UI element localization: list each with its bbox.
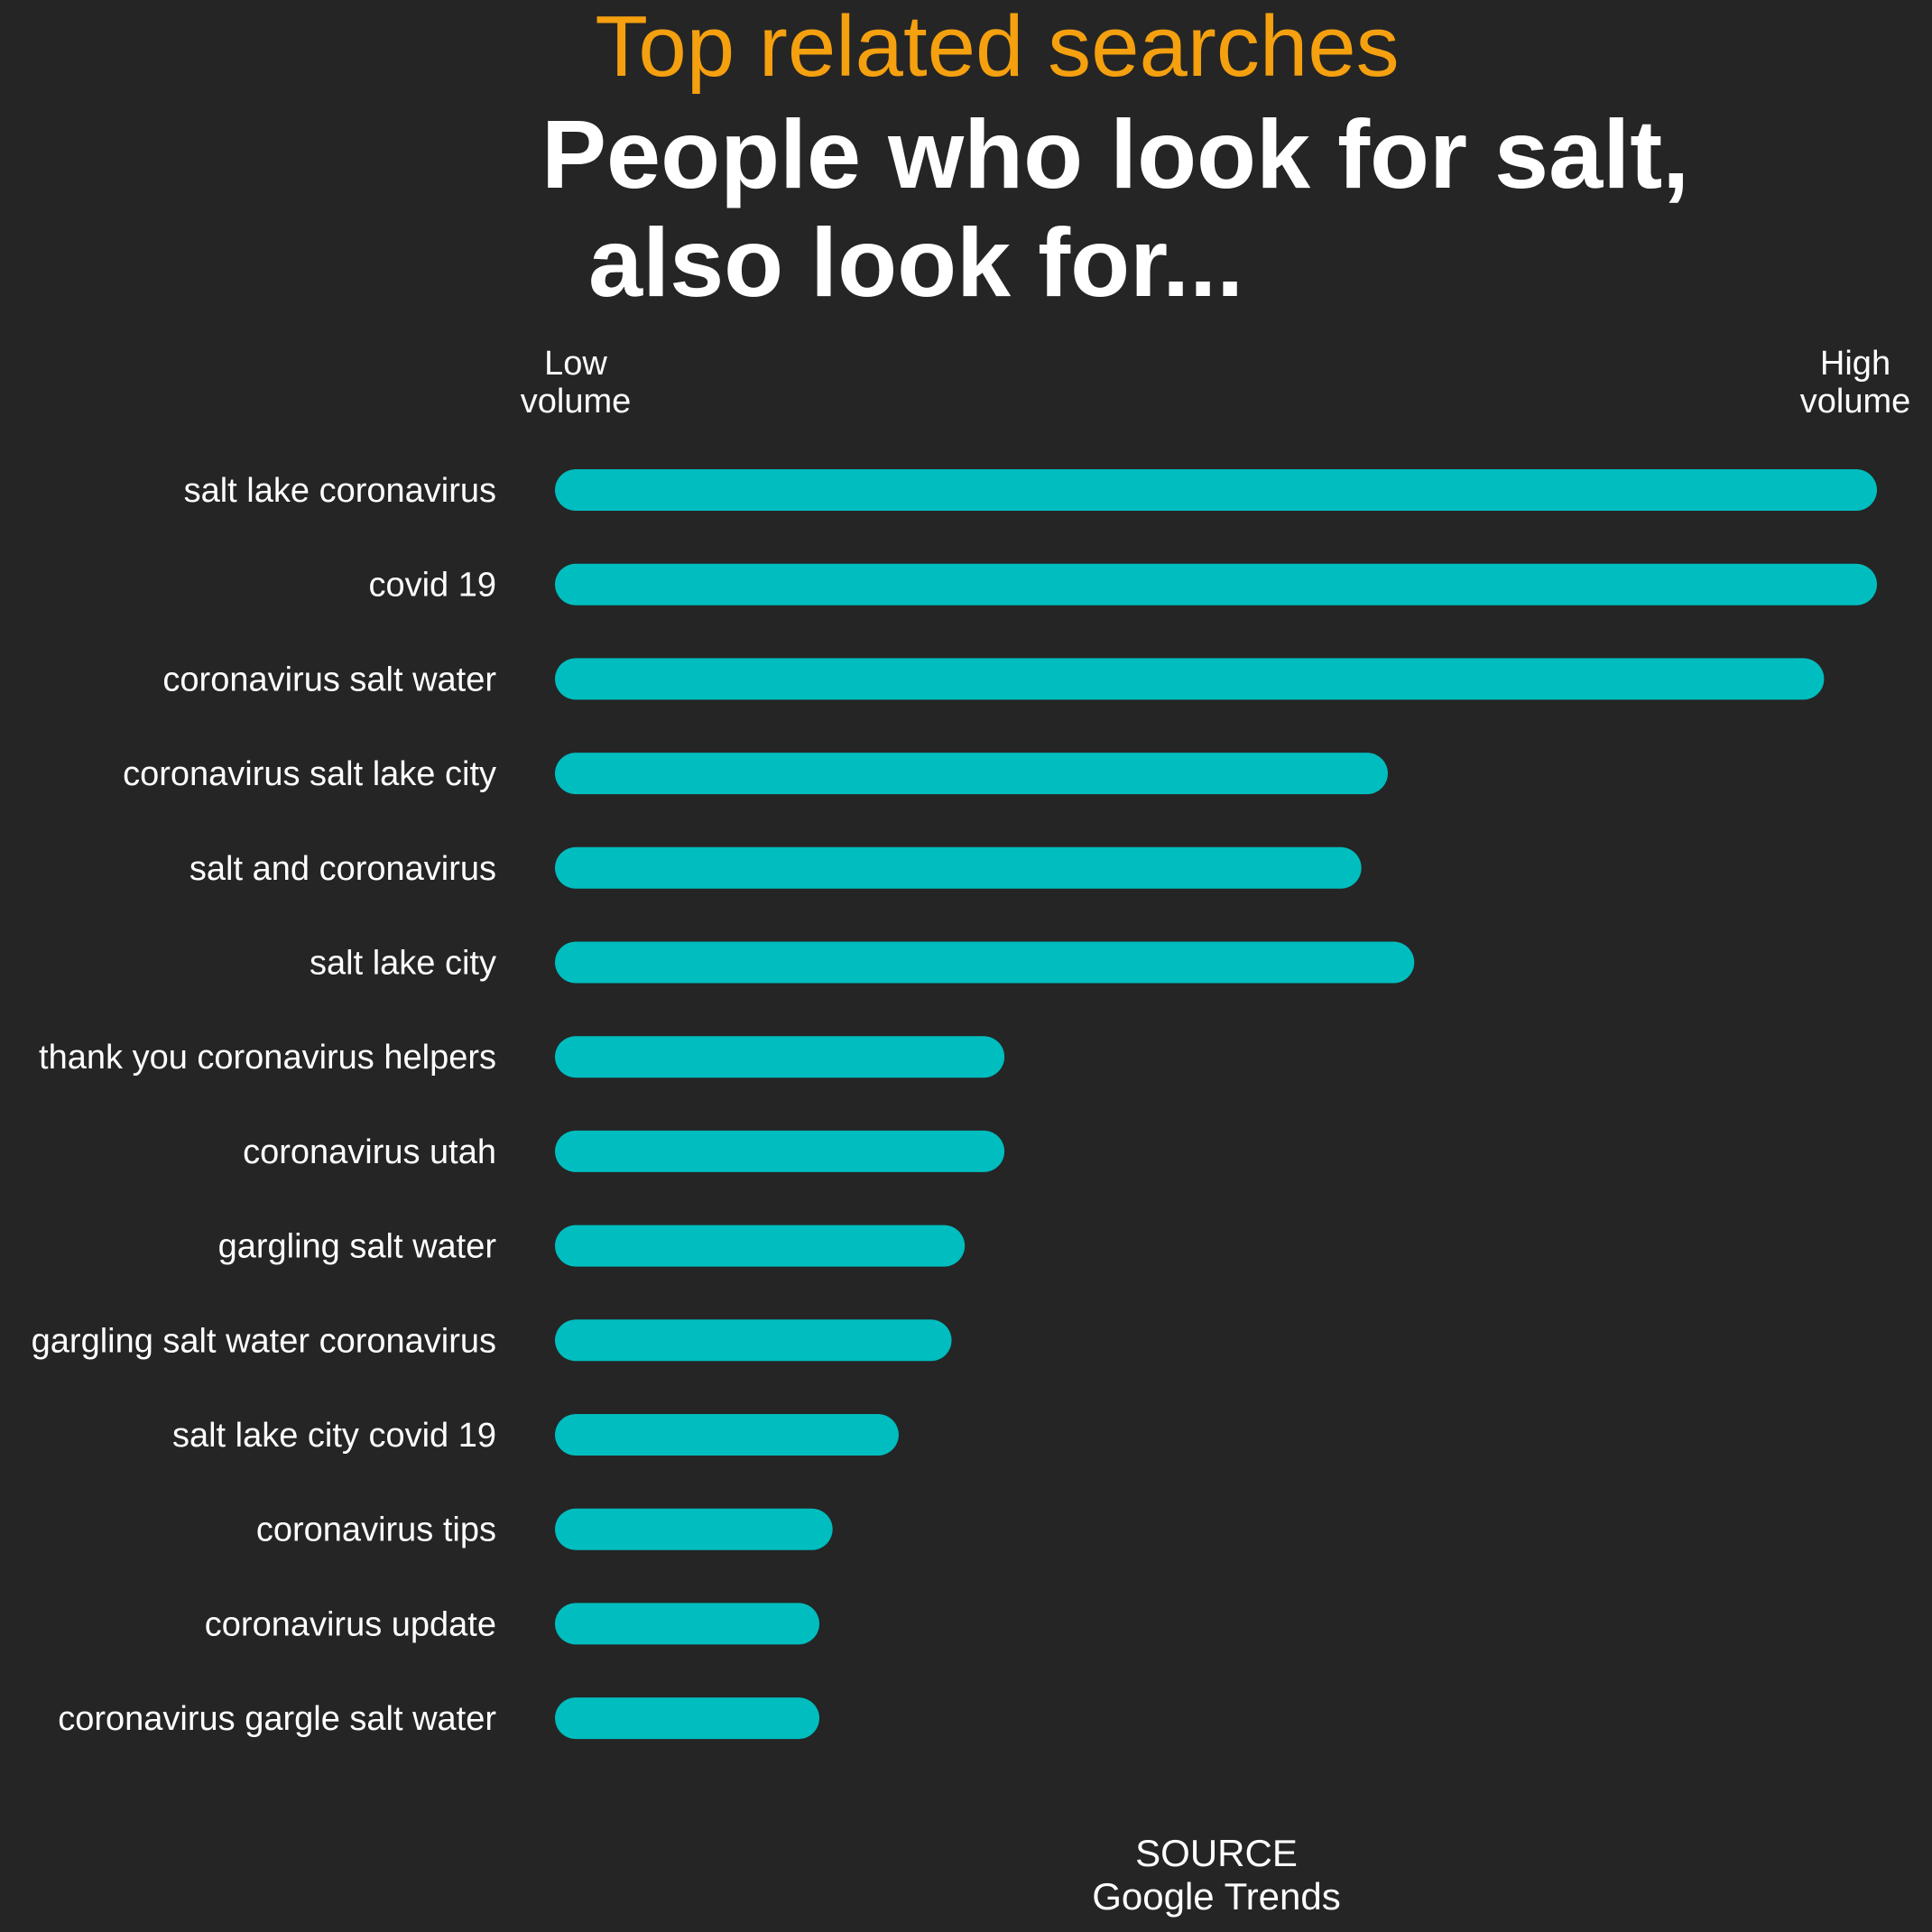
category-label: salt lake city xyxy=(310,945,496,983)
low-volume-label-line-1: Low xyxy=(544,345,607,383)
category-label: coronavirus gargle salt water xyxy=(58,1700,496,1738)
bar xyxy=(555,1319,952,1362)
source-label: SOURCE xyxy=(1135,1832,1298,1874)
bar xyxy=(555,1130,1005,1172)
bar xyxy=(555,1508,833,1550)
bar xyxy=(555,846,1362,889)
bars-group: salt lake coronavirus covid 19 coronavirus… xyxy=(32,469,1877,1740)
category-label: coronavirus salt water xyxy=(162,661,496,698)
category-label: thank you coronavirus helpers xyxy=(39,1039,496,1077)
category-label: gargling salt water xyxy=(218,1228,497,1266)
bar xyxy=(555,658,1825,700)
low-volume-label-line-2: volume xyxy=(521,383,632,421)
category-label: salt lake city covid 19 xyxy=(172,1417,496,1455)
category-label: covid 19 xyxy=(368,567,496,605)
high-volume-label-line-2: volume xyxy=(1800,383,1911,421)
chart-subtitle-line-2: also look for... xyxy=(588,208,1243,317)
source-name: Google Trends xyxy=(1092,1875,1341,1918)
bar xyxy=(555,1697,819,1740)
bar xyxy=(555,1225,966,1267)
category-label: coronavirus salt lake city xyxy=(123,755,496,793)
bar xyxy=(555,1036,1005,1078)
category-label: salt lake coronavirus xyxy=(184,472,496,510)
bar xyxy=(555,469,1877,511)
category-label: salt and coronavirus xyxy=(190,850,496,888)
high-volume-label-line-1: High xyxy=(1820,345,1890,383)
chart-subtitle-line-1: People who look for salt, xyxy=(541,99,1689,208)
bar xyxy=(555,753,1388,795)
category-label: coronavirus tips xyxy=(256,1511,496,1549)
category-label: coronavirus update xyxy=(205,1605,496,1643)
category-label: gargling salt water coronavirus xyxy=(32,1322,496,1360)
bar xyxy=(555,1414,899,1456)
bar xyxy=(555,563,1877,605)
bar xyxy=(555,1603,819,1645)
category-label: coronavirus utah xyxy=(243,1133,496,1171)
bar xyxy=(555,941,1415,984)
chart-title: Top related searches xyxy=(595,0,1399,95)
